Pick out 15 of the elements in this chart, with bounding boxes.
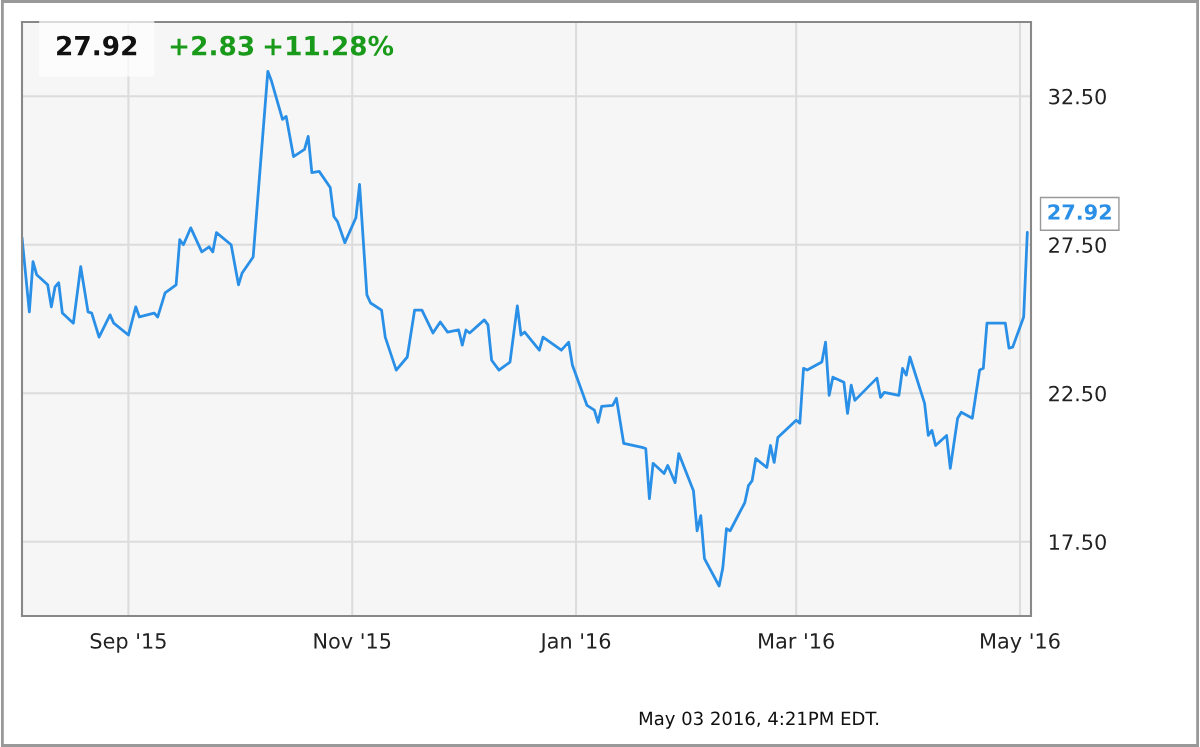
y-tick-label: 32.50 [1049, 88, 1106, 105]
y-tick-label: 17.50 [1049, 534, 1106, 550]
x-tick-label: Mar '16 [759, 633, 834, 649]
annotation: +2.83 [170, 35, 254, 56]
line-series [22, 69, 1029, 588]
text: May 03 2016, 4:21PM EDT. [639, 711, 879, 729]
x-tick-label: Sep '15 [90, 633, 166, 653]
annotation: 27.92 [1048, 204, 1111, 220]
chart-title: 27.92 [57, 35, 137, 56]
annotation: +11.28% [264, 35, 394, 56]
y-tick-label: 27.50 [1049, 237, 1106, 253]
x-tick-label: Jan '16 [539, 633, 611, 653]
x-tick-label: Nov '15 [314, 633, 391, 649]
x-tick-label: May '16 [981, 633, 1060, 653]
y-tick-label: 22.50 [1049, 385, 1106, 402]
